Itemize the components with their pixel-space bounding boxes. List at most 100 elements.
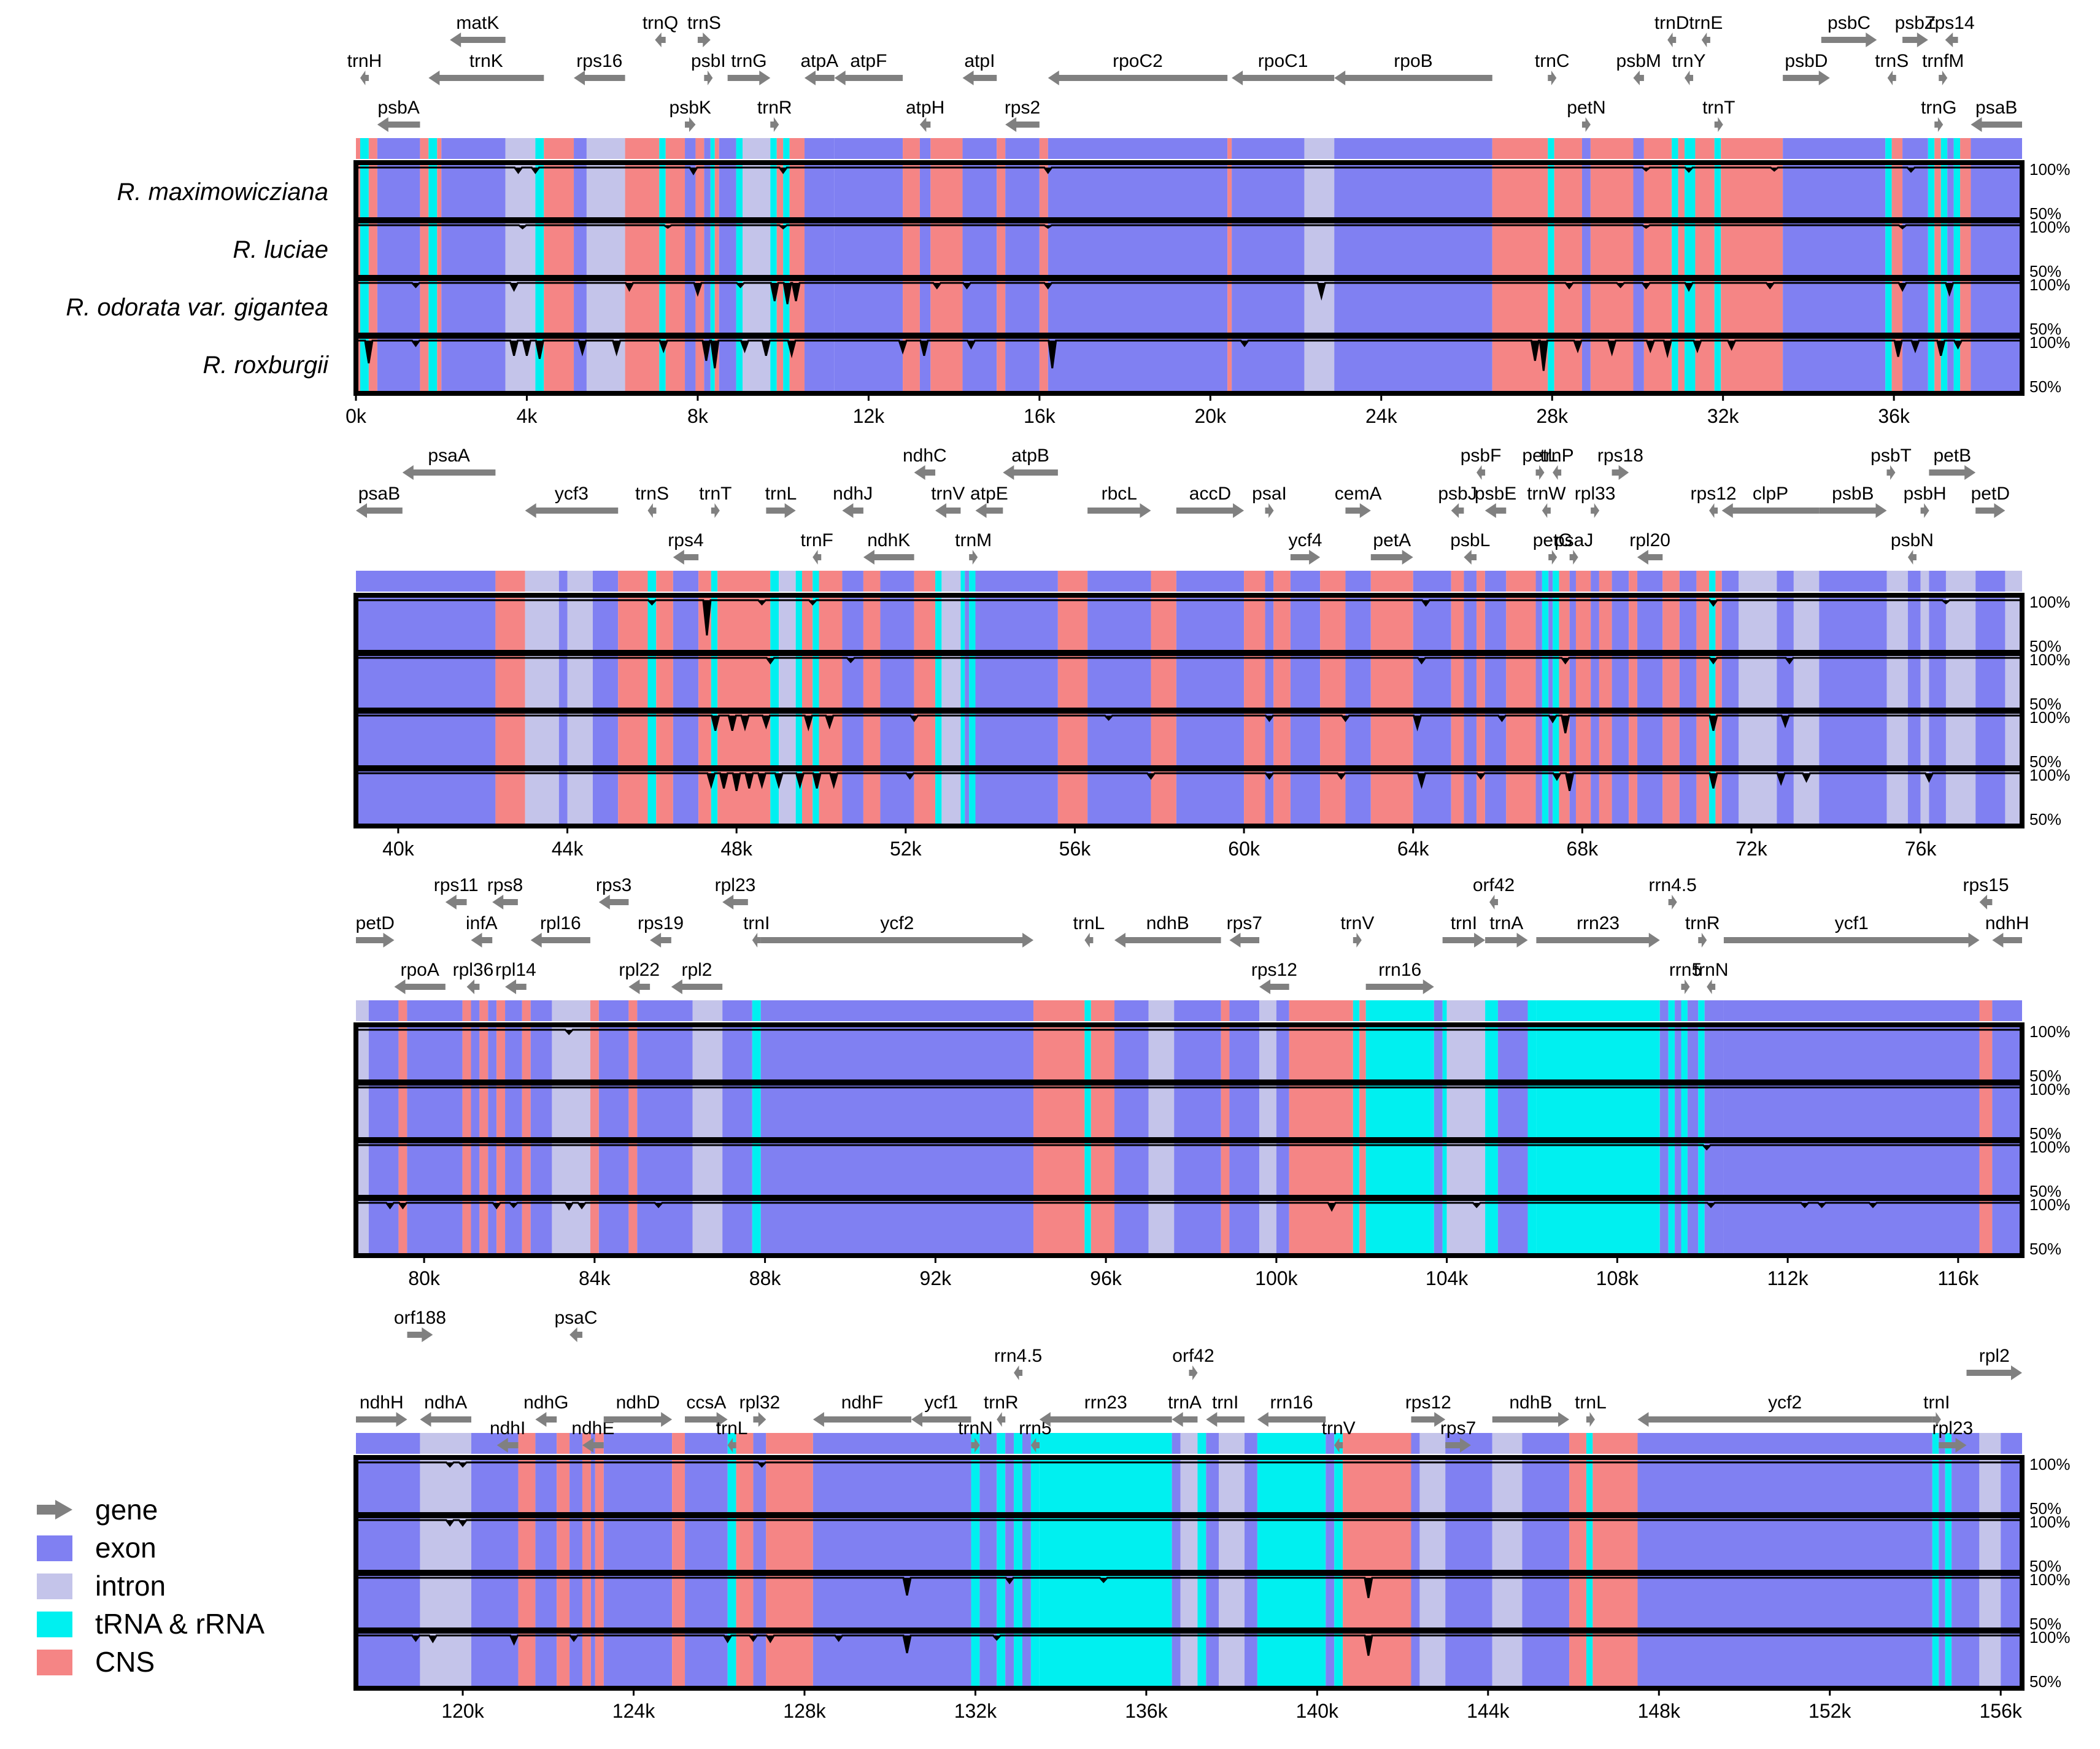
annotation-segment-rna bbox=[1542, 571, 1549, 592]
track-segment-rna bbox=[710, 163, 715, 220]
track-segment-rna bbox=[1885, 163, 1892, 220]
track-segment-cns bbox=[557, 1573, 570, 1631]
annotation-segment-exon bbox=[1971, 138, 2022, 159]
identity-dip bbox=[758, 773, 766, 786]
track-segment-exon bbox=[1290, 595, 1321, 653]
track-segment-cns bbox=[462, 1025, 471, 1083]
gene-label: ndhC bbox=[903, 446, 947, 466]
identity-dip bbox=[446, 1520, 454, 1526]
track-segment-exon bbox=[1723, 1083, 1980, 1140]
identity-curve bbox=[356, 599, 2022, 636]
track-segment-exon bbox=[1522, 1573, 1570, 1631]
track-segment-rna bbox=[770, 220, 777, 278]
track-segment-intron bbox=[692, 1198, 723, 1256]
track-segment-exon bbox=[569, 1631, 582, 1688]
track-segment-cns bbox=[1715, 711, 1722, 768]
annotation-segment-exon bbox=[1591, 571, 1599, 592]
track-segment-rna bbox=[647, 595, 657, 653]
annotation-segment-intron bbox=[1739, 571, 1777, 592]
identity-dip bbox=[758, 600, 766, 604]
identity-dip bbox=[1318, 283, 1326, 297]
track-segment-cns bbox=[665, 163, 685, 220]
track-segment-exon bbox=[962, 220, 997, 278]
track-segment-exon bbox=[1612, 653, 1629, 711]
track-segment-rna bbox=[1953, 163, 1961, 220]
ytick-label-50: 50% bbox=[2029, 637, 2061, 655]
identity-dip bbox=[1899, 283, 1907, 290]
gene-label: trnY bbox=[1672, 51, 1706, 71]
track-segment-rna bbox=[1940, 220, 1948, 278]
track-segment-cns bbox=[930, 336, 963, 393]
gene-arrow bbox=[1701, 33, 1710, 47]
annotation-segment-cns bbox=[1695, 138, 1715, 159]
track-segment-rna bbox=[813, 711, 819, 768]
identity-dip bbox=[847, 658, 855, 662]
track-segment-exon bbox=[1907, 653, 1921, 711]
gene-label: orf188 bbox=[394, 1308, 446, 1328]
track-segment-rna bbox=[770, 336, 777, 393]
track-segment-intron bbox=[1492, 1515, 1523, 1573]
track-segment-cns bbox=[1599, 768, 1612, 826]
gene-arrow bbox=[407, 1327, 433, 1342]
track-segment-rna bbox=[1257, 1573, 1326, 1631]
xtick-label: 32k bbox=[1707, 405, 1740, 427]
annotation-segment-cns bbox=[544, 138, 574, 159]
identity-dip bbox=[1899, 225, 1907, 228]
identity-dip bbox=[1925, 773, 1933, 781]
track-segment-exon bbox=[1687, 1140, 1699, 1198]
track-segment-cns bbox=[863, 653, 881, 711]
identity-dip bbox=[1703, 1145, 1711, 1149]
annotation-segment-intron bbox=[1304, 138, 1335, 159]
track-segment-rna bbox=[971, 1631, 980, 1688]
track-segment-exon bbox=[719, 336, 736, 393]
track-segment-exon bbox=[1819, 653, 1887, 711]
track-segment-exon bbox=[962, 278, 997, 336]
track-segment-cns bbox=[1289, 1140, 1353, 1198]
track-segment-exon bbox=[704, 336, 711, 393]
gene-arrow bbox=[1176, 503, 1245, 518]
track-segment-cns bbox=[618, 653, 648, 711]
track-segment-exon bbox=[1445, 1573, 1492, 1631]
gene-arrow bbox=[1290, 550, 1321, 565]
track-segment-exon bbox=[1172, 1573, 1181, 1631]
gene-arrow bbox=[496, 1438, 519, 1453]
annotation-segment-exon bbox=[1569, 571, 1577, 592]
track-segment-cns bbox=[1678, 163, 1685, 220]
track-segment-cns bbox=[479, 1140, 488, 1198]
track-segment-exon bbox=[1345, 768, 1371, 826]
track-segment-intron bbox=[1886, 595, 1908, 653]
gene-arrow bbox=[1821, 33, 1877, 47]
gene-arrow bbox=[530, 933, 590, 948]
annotation-segment-cns bbox=[1370, 571, 1413, 592]
track-segment-exon bbox=[530, 1140, 552, 1198]
identity-dip bbox=[510, 341, 518, 356]
track-segment-exon bbox=[590, 1458, 595, 1515]
track-segment-cns bbox=[1221, 1198, 1230, 1256]
gene-arrow bbox=[1721, 503, 1820, 518]
track-segment-rna bbox=[1485, 1083, 1498, 1140]
gene-label: trnL bbox=[765, 484, 797, 504]
track-segment-exon bbox=[1548, 653, 1553, 711]
track-segment-exon bbox=[1022, 1458, 1031, 1515]
track-segment-exon bbox=[1951, 1458, 1980, 1515]
track-segment-intron bbox=[505, 163, 536, 220]
track-segment-exon bbox=[1591, 768, 1599, 826]
track-segment-exon bbox=[804, 278, 835, 336]
track-segment-exon bbox=[1637, 653, 1663, 711]
track-segment-exon bbox=[1535, 653, 1542, 711]
track-segment-exon bbox=[1637, 1573, 1932, 1631]
track-segment-cns bbox=[1979, 1025, 1993, 1083]
identity-dip bbox=[963, 283, 971, 288]
identity-dip bbox=[412, 283, 420, 287]
identity-dip bbox=[1786, 658, 1794, 663]
identity-dip bbox=[689, 168, 697, 174]
identity-dip bbox=[903, 1578, 911, 1596]
gene-label: psaC bbox=[554, 1308, 597, 1328]
gene-arrow bbox=[360, 71, 369, 85]
track-segment-exon bbox=[1675, 1025, 1681, 1083]
track-segment-exon bbox=[1245, 1631, 1257, 1688]
annotation-segment-rna bbox=[1932, 1433, 1939, 1454]
track-segment-cns bbox=[590, 1140, 599, 1198]
track-segment-exon bbox=[673, 768, 699, 826]
track-segment-intron bbox=[1419, 1458, 1446, 1515]
